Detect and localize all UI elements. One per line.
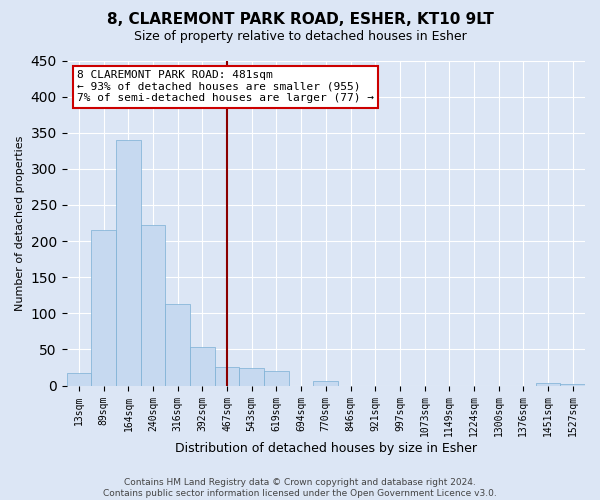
Bar <box>141 225 166 386</box>
Bar <box>67 372 91 386</box>
Text: 8, CLAREMONT PARK ROAD, ESHER, KT10 9LT: 8, CLAREMONT PARK ROAD, ESHER, KT10 9LT <box>107 12 493 28</box>
Text: Size of property relative to detached houses in Esher: Size of property relative to detached ho… <box>134 30 466 43</box>
Bar <box>91 230 116 386</box>
Bar <box>239 368 264 386</box>
X-axis label: Distribution of detached houses by size in Esher: Distribution of detached houses by size … <box>175 442 477 455</box>
Bar <box>536 384 560 386</box>
Bar <box>116 140 141 386</box>
Bar <box>560 384 585 386</box>
Bar <box>264 371 289 386</box>
Bar <box>313 380 338 386</box>
Bar <box>215 367 239 386</box>
Text: Contains HM Land Registry data © Crown copyright and database right 2024.
Contai: Contains HM Land Registry data © Crown c… <box>103 478 497 498</box>
Y-axis label: Number of detached properties: Number of detached properties <box>15 136 25 310</box>
Bar <box>190 348 215 386</box>
Bar <box>166 304 190 386</box>
Text: 8 CLAREMONT PARK ROAD: 481sqm
← 93% of detached houses are smaller (955)
7% of s: 8 CLAREMONT PARK ROAD: 481sqm ← 93% of d… <box>77 70 374 104</box>
